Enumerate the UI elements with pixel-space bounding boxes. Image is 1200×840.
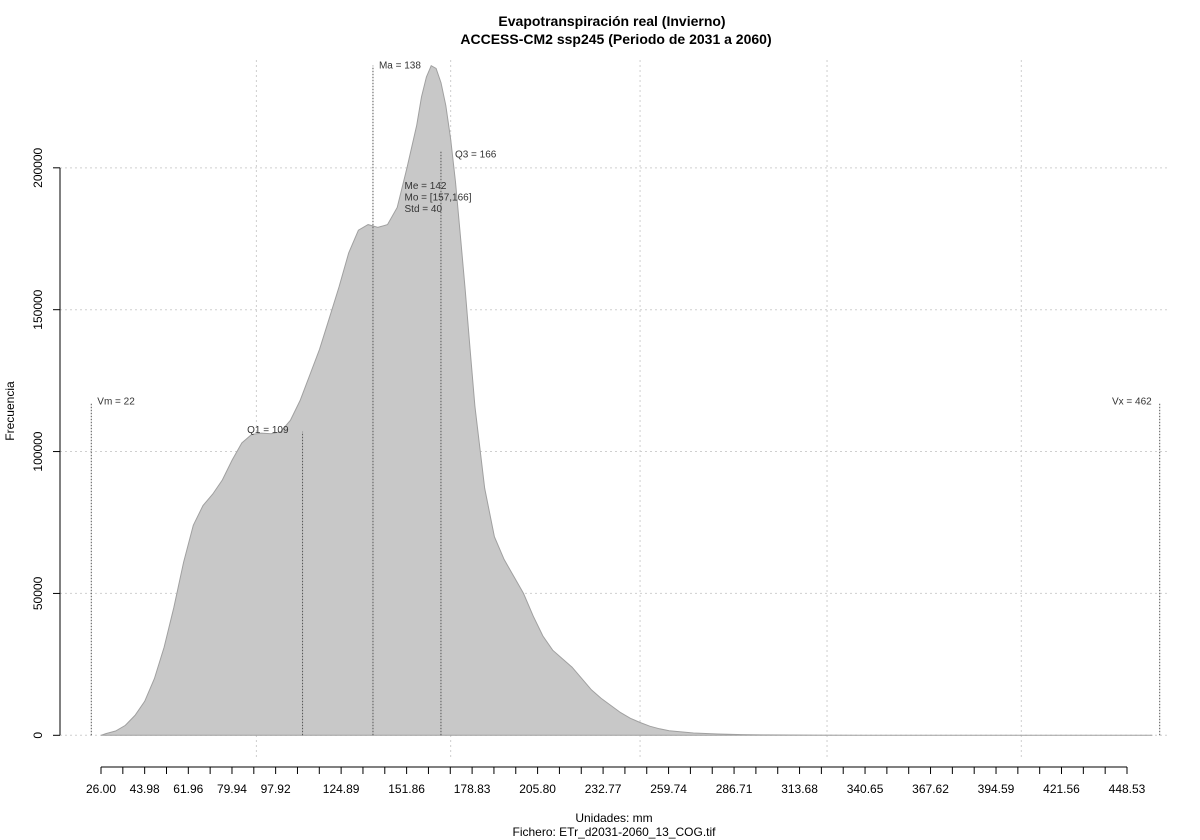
marker-label: Vm = 22	[97, 396, 135, 407]
x-tick-label: 421.56	[1043, 782, 1080, 796]
y-axis-label: Frecuencia	[3, 381, 17, 441]
x-tick-label: 205.80	[519, 782, 556, 796]
y-tick-label: 150000	[31, 289, 45, 329]
y-tick-label: 100000	[31, 431, 45, 471]
x-tick-label: 394.59	[978, 782, 1015, 796]
density-area	[100, 64, 1153, 736]
chart-subtitle: ACCESS-CM2 ssp245 (Periodo de 2031 a 206…	[460, 31, 771, 47]
marker-label: Q3 = 166	[455, 150, 497, 161]
y-tick-label: 50000	[31, 576, 45, 610]
marker-label: Q1 = 109	[247, 425, 289, 436]
x-tick-label: 79.94	[217, 782, 247, 796]
x-axis-label: Unidades: mm	[575, 811, 652, 825]
stat-label: Mo = [157,166]	[405, 192, 472, 203]
density-fill	[100, 64, 1153, 736]
file-caption: Fichero: ETr_d2031-2060_13_COG.tif	[513, 825, 717, 839]
x-tick-label: 26.00	[86, 782, 116, 796]
x-tick-label: 286.71	[716, 782, 753, 796]
x-tick-label: 340.65	[847, 782, 884, 796]
y-tick-label: 200000	[31, 147, 45, 187]
x-tick-label: 151.86	[388, 782, 425, 796]
x-tick-label: 178.83	[454, 782, 491, 796]
marker-label: Ma = 138	[379, 60, 421, 71]
marker-label: Vx = 462	[1112, 396, 1152, 407]
x-tick-label: 313.68	[781, 782, 818, 796]
y-tick-label: 0	[31, 732, 45, 739]
annotations: Vm = 22 Q1 = 109 Ma = 138 Q3 = 166 Vx = 462 M…	[90, 60, 1161, 736]
x-tick-label: 259.74	[650, 782, 687, 796]
x-tick-label: 61.96	[173, 782, 203, 796]
x-tick-label: 124.89	[323, 782, 360, 796]
x-tick-label: 43.98	[130, 782, 160, 796]
x-tick-label: 97.92	[261, 782, 291, 796]
stat-label: Std = 40	[405, 204, 443, 215]
x-tick-label: 448.53	[1109, 782, 1146, 796]
chart-title: Evapotranspiración real (Invierno)	[498, 13, 725, 29]
x-tick-label: 367.62	[912, 782, 949, 796]
x-tick-label: 232.77	[585, 782, 622, 796]
axes: 0 50000 100000 150000 200000 26.00 43.98 61.96 7…	[31, 147, 1146, 796]
stat-label: Me = 142	[405, 181, 447, 192]
